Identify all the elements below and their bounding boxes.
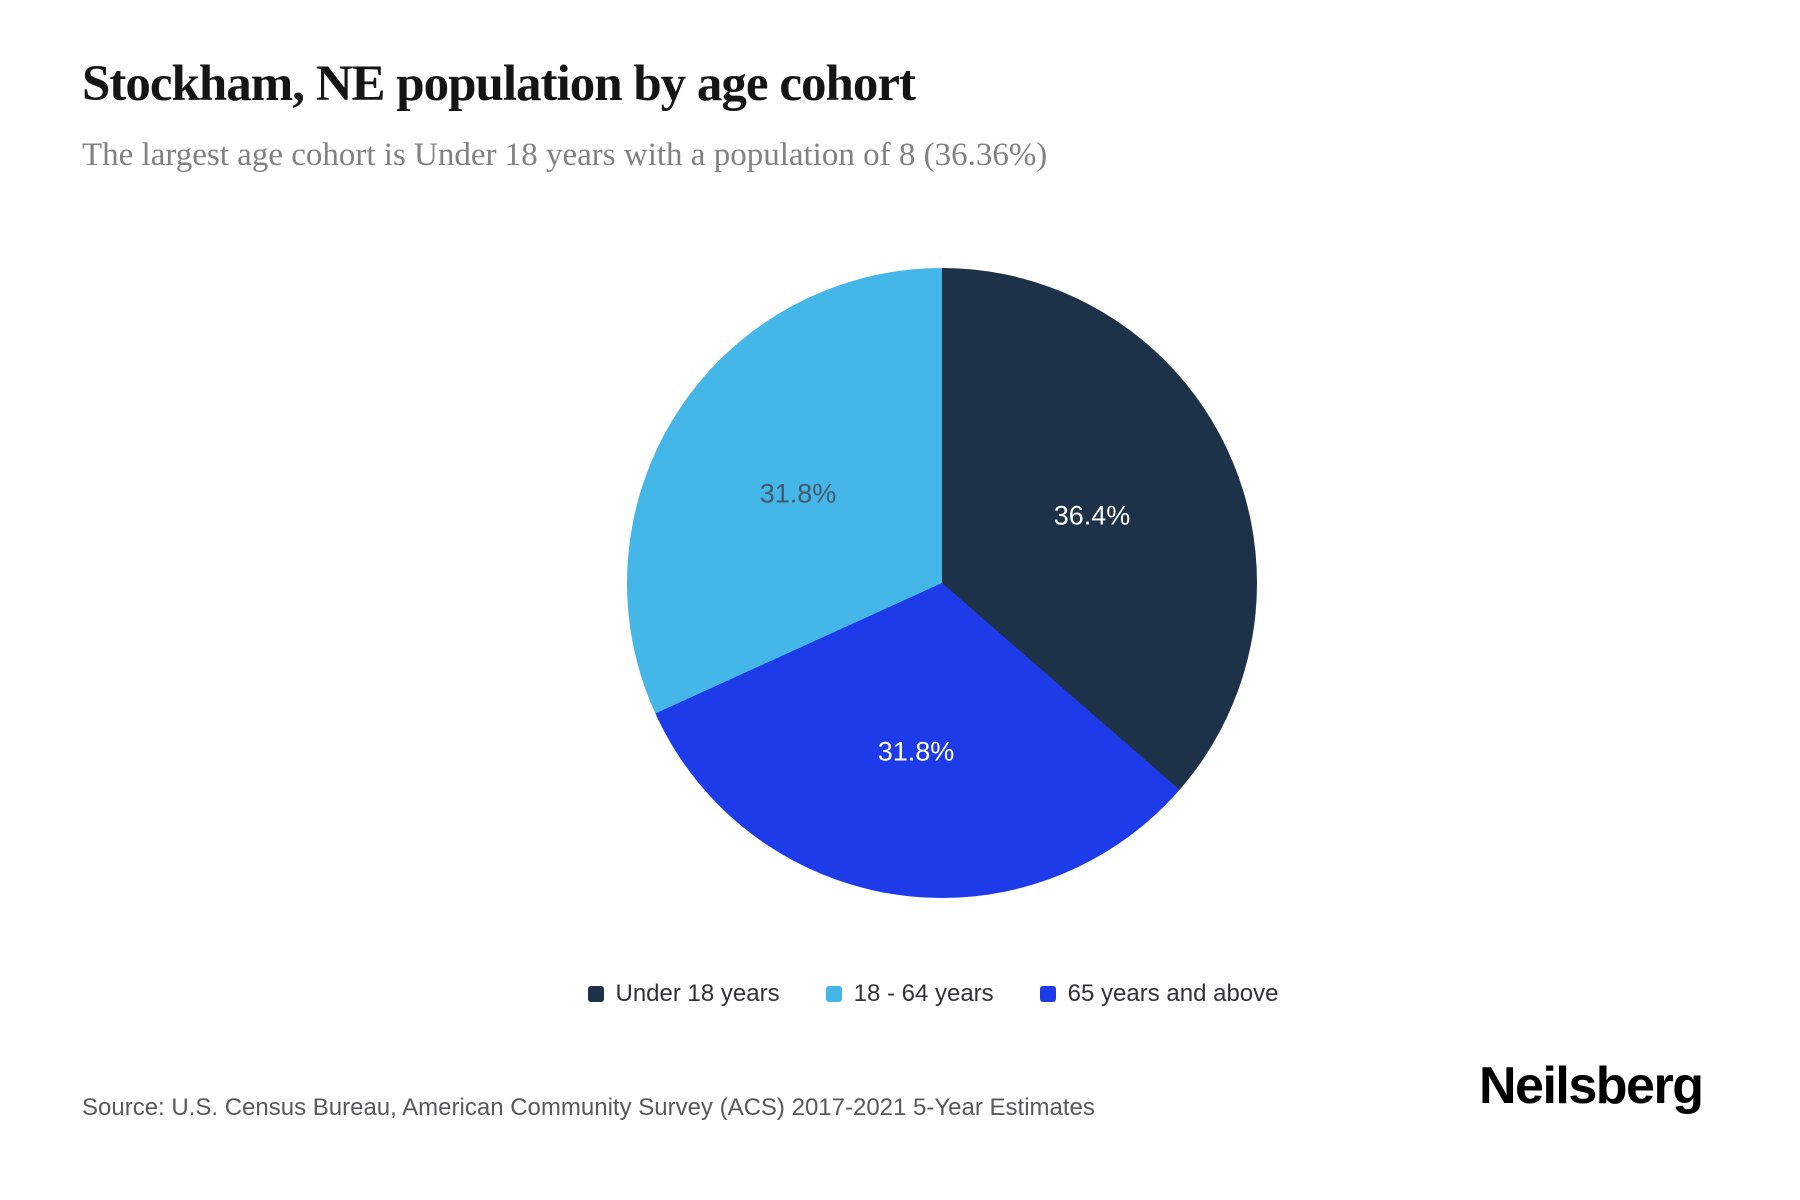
source-attribution: Source: U.S. Census Bureau, American Com…	[82, 1094, 1095, 1121]
pie-label-under-18: 36.4%	[1053, 500, 1131, 531]
legend-swatch-65-above-icon	[1039, 986, 1056, 1003]
legend-item-under-18[interactable]: Under 18 years	[587, 980, 780, 1009]
legend-label-under-18: Under 18 years	[615, 980, 780, 1007]
chart-title: Stockham, NE population by age cohort	[82, 56, 916, 112]
brand-logo[interactable]: Neilsberg	[1479, 1057, 1704, 1115]
pie-label-65-above: 31.8%	[877, 736, 955, 767]
pie-chart[interactable]: 36.4% 31.8% 31.8%	[627, 268, 1257, 898]
legend: Under 18 years 18 - 64 years 65 years an…	[33, 980, 1800, 1009]
pie-label-18-64: 31.8%	[759, 478, 837, 509]
legend-swatch-18-64-icon	[825, 986, 842, 1003]
legend-label-18-64: 18 - 64 years	[853, 980, 994, 1007]
chart-subtitle: The largest age cohort is Under 18 years…	[82, 137, 1048, 173]
legend-item-18-64[interactable]: 18 - 64 years	[825, 980, 994, 1009]
legend-label-65-above: 65 years and above	[1067, 980, 1279, 1007]
legend-swatch-under-18-icon	[587, 986, 604, 1003]
legend-item-65-above[interactable]: 65 years and above	[1039, 980, 1279, 1009]
